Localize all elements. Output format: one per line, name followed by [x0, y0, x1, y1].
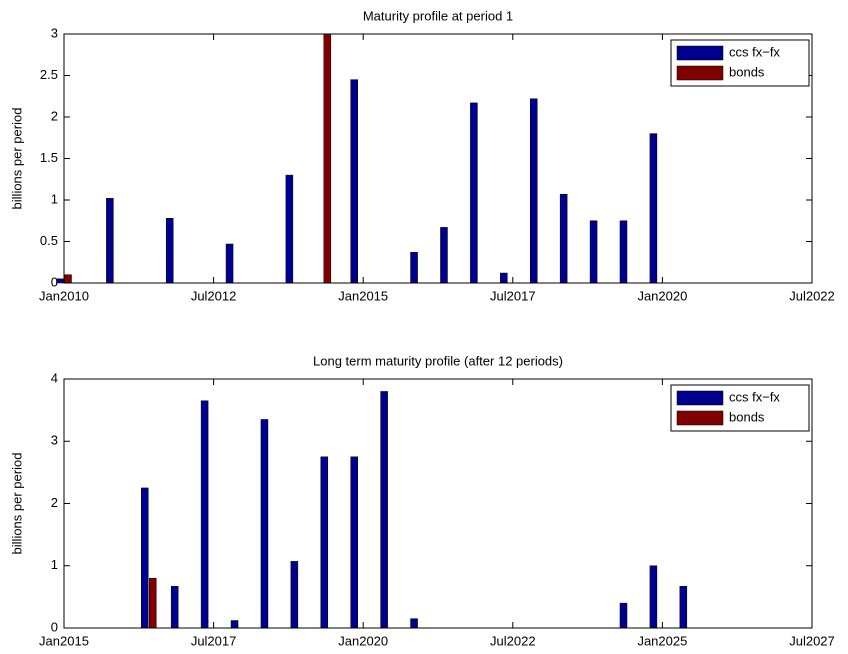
bar — [410, 252, 418, 284]
bar — [619, 602, 628, 629]
chart-title: Maturity profile at period 1 — [363, 8, 513, 23]
y-tick-label: 2 — [51, 495, 58, 510]
subplot: Maturity profile at period 1 billions per… — [9, 8, 834, 303]
legend-label: ccs fx−fx — [729, 44, 780, 59]
legend-swatch — [676, 45, 724, 61]
y-tick-label: 1 — [51, 191, 58, 206]
legend-swatch — [676, 390, 724, 406]
bar — [320, 456, 329, 629]
bar — [589, 220, 598, 284]
legend-label: bonds — [729, 409, 765, 424]
x-tick-label: Jul2017 — [490, 288, 536, 303]
axes-frame — [63, 33, 813, 284]
bar — [106, 198, 114, 284]
bar — [350, 79, 358, 284]
bar — [285, 174, 294, 284]
bar — [165, 218, 174, 284]
bar — [200, 400, 209, 629]
x-tick-label: Jan2020 — [338, 633, 388, 648]
y-tick-label: 3 — [51, 433, 58, 448]
x-tick-label: Jan2025 — [637, 633, 687, 648]
bar — [529, 98, 538, 284]
y-axis-label: billions per period — [9, 453, 24, 555]
legend: ccs fx−fx bonds — [670, 39, 810, 87]
y-tick-label: 4 — [51, 370, 58, 385]
bar — [350, 456, 358, 629]
bar — [649, 133, 658, 284]
x-tick-label: Jan2015 — [39, 633, 89, 648]
y-tick-label: 1.5 — [40, 150, 58, 165]
bar — [470, 102, 478, 284]
legend-swatch — [676, 65, 724, 81]
x-tick-label: Jul2022 — [789, 288, 835, 303]
bar — [410, 618, 418, 629]
bar — [225, 243, 234, 284]
bar — [649, 565, 658, 629]
y-tick-label: 2 — [51, 108, 58, 123]
chart-title: Long term maturity profile (after 12 per… — [313, 353, 563, 368]
y-axis-label: billions per period — [9, 108, 24, 210]
bar — [56, 278, 64, 284]
subplot: Long term maturity profile (after 12 per… — [9, 353, 834, 648]
y-tick-label: 0.5 — [40, 233, 58, 248]
legend-label: bonds — [729, 64, 765, 79]
bar — [619, 220, 628, 284]
x-tick-label: Jul2027 — [789, 633, 835, 648]
legend-label: ccs fx−fx — [729, 389, 780, 404]
y-tick-label: 3 — [51, 25, 58, 40]
x-tick-label: Jul2012 — [191, 288, 237, 303]
bar — [559, 193, 568, 284]
bar — [230, 620, 239, 629]
bar — [679, 586, 688, 629]
bar — [141, 487, 149, 629]
legend: ccs fx−fx bonds — [670, 384, 810, 432]
bar — [149, 577, 157, 629]
bar — [500, 272, 508, 284]
bar — [323, 33, 332, 284]
legend-swatch — [676, 410, 724, 426]
bar — [260, 419, 269, 629]
x-tick-label: Jan2020 — [637, 288, 687, 303]
axes-frame — [63, 378, 813, 629]
bar — [440, 227, 448, 284]
bar — [290, 561, 299, 629]
y-tick-label: 2.5 — [40, 67, 58, 82]
bar — [170, 586, 179, 629]
bar — [64, 274, 72, 284]
x-tick-label: Jan2015 — [338, 288, 388, 303]
y-tick-label: 1 — [51, 557, 58, 572]
x-tick-label: Jan2010 — [39, 288, 89, 303]
y-tick-label: 0 — [51, 619, 58, 634]
x-tick-label: Jul2022 — [490, 633, 536, 648]
x-tick-label: Jul2017 — [191, 633, 237, 648]
bar — [380, 391, 388, 629]
y-tick-label: 0 — [51, 274, 58, 289]
